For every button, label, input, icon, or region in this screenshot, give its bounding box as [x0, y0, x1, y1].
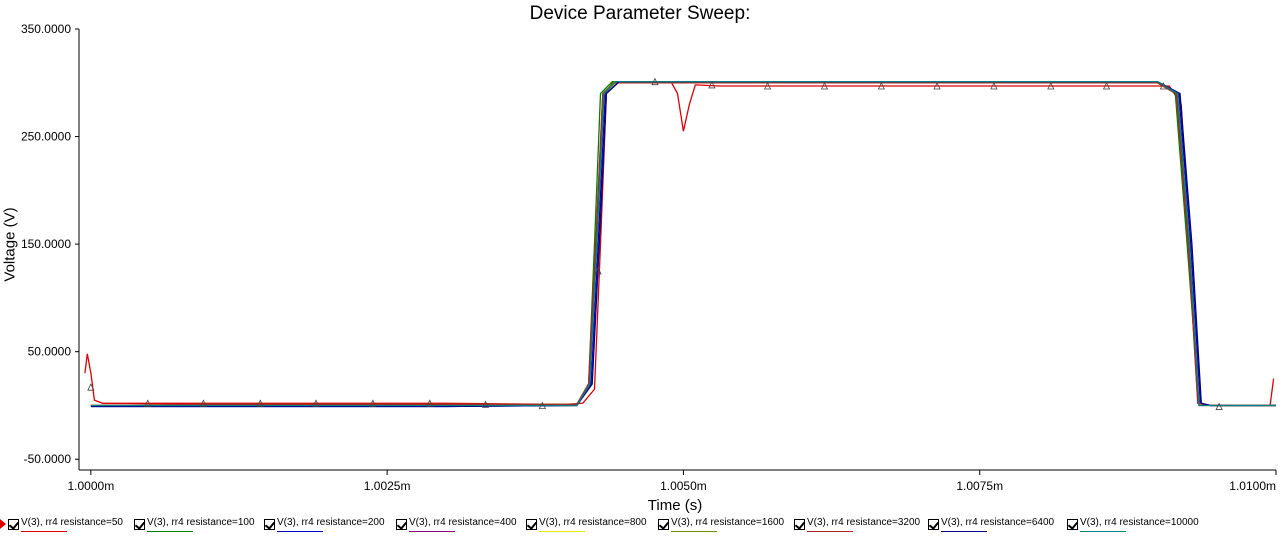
- legend-label: V(3), rr4 resistance=200: [277, 517, 385, 528]
- x-tick-label: 1.0100m: [1229, 479, 1276, 493]
- data-marker: [708, 81, 716, 89]
- legend-scroll-arrow-icon: [0, 519, 6, 529]
- legend-swatch: [941, 531, 987, 532]
- data-marker: [312, 399, 320, 407]
- data-marker: [369, 399, 377, 407]
- legend-checkbox[interactable]: [1067, 519, 1078, 530]
- legend-swatch: [21, 531, 67, 532]
- legend-label: V(3), rr4 resistance=400: [409, 517, 517, 528]
- legend-label: V(3), rr4 resistance=100: [147, 517, 255, 528]
- y-tick-label: 50.0000: [28, 345, 72, 359]
- data-marker: [1159, 82, 1168, 90]
- legend-label: V(3), rr4 resistance=3200: [807, 517, 921, 528]
- data-marker: [1102, 82, 1111, 90]
- legend-checkbox[interactable]: [396, 519, 407, 530]
- legend-swatch: [147, 531, 193, 532]
- data-marker: [538, 401, 547, 409]
- legend-label: V(3), rr4 resistance=10000: [1080, 517, 1199, 528]
- legend-swatch: [1080, 531, 1126, 532]
- data-marker: [87, 383, 95, 391]
- legend-checkbox[interactable]: [134, 519, 145, 530]
- x-tick-label: 1.0050m: [660, 479, 707, 493]
- series-line-0: [84, 82, 1275, 407]
- data-marker: [877, 82, 885, 90]
- legend-label: V(3), rr4 resistance=1600: [671, 517, 785, 528]
- legend-checkbox[interactable]: [928, 519, 939, 530]
- x-axis-label: Time (s): [647, 497, 703, 514]
- legend-label: V(3), rr4 resistance=50: [21, 517, 123, 528]
- data-marker: [763, 82, 772, 90]
- y-tick-label: 150.0000: [21, 237, 71, 251]
- data-marker: [1215, 402, 1223, 410]
- legend-swatch: [409, 531, 455, 532]
- x-tick-label: 1.0025m: [364, 479, 411, 493]
- data-marker: [651, 77, 659, 86]
- data-marker: [144, 399, 152, 407]
- legend-checkbox[interactable]: [8, 519, 19, 530]
- data-marker: [1047, 82, 1055, 90]
- y-tick-label: 350.0000: [21, 22, 71, 36]
- legend-swatch: [807, 531, 853, 532]
- legend-swatch: [277, 531, 323, 532]
- data-marker: [594, 267, 602, 275]
- legend: V(3), rr4 resistance=50 V(3), rr4 resista…: [0, 516, 1280, 538]
- data-marker: [933, 82, 941, 90]
- data-marker: [990, 82, 998, 90]
- legend-checkbox[interactable]: [526, 519, 537, 530]
- series-line-8: [90, 81, 1276, 407]
- legend-swatch: [671, 531, 717, 532]
- legend-label: V(3), rr4 resistance=6400: [941, 517, 1055, 528]
- data-marker: [481, 400, 490, 408]
- legend-label: V(3), rr4 resistance=800: [539, 517, 647, 528]
- x-tick-label: 1.0000m: [67, 479, 114, 493]
- y-tick-label: -50.0000: [24, 452, 72, 466]
- legend-swatch: [539, 531, 585, 532]
- chart-title: Device Parameter Sweep:: [529, 3, 751, 24]
- data-marker: [256, 399, 264, 407]
- x-tick-label: 1.0075m: [956, 479, 1003, 493]
- y-tick-label: 250.0000: [21, 130, 71, 144]
- legend-checkbox[interactable]: [264, 519, 275, 530]
- data-marker: [199, 399, 208, 407]
- data-marker: [820, 82, 829, 90]
- legend-checkbox[interactable]: [658, 519, 669, 530]
- y-axis-label: Voltage (V): [1, 207, 19, 282]
- data-marker: [426, 399, 434, 407]
- legend-checkbox[interactable]: [794, 519, 805, 530]
